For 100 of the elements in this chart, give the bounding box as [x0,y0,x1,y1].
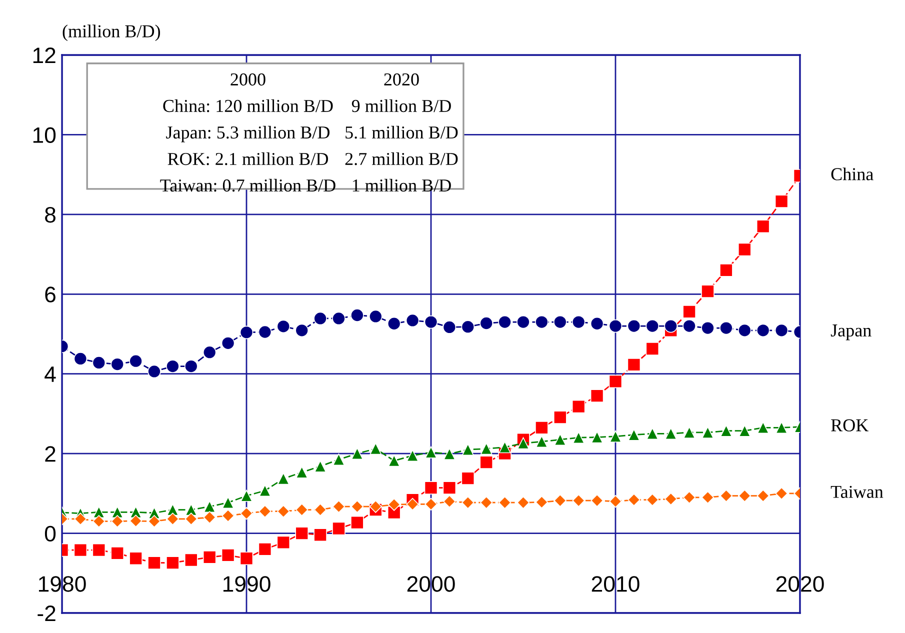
point [591,431,604,444]
point [424,498,438,511]
point [295,526,309,540]
annotation: 2020 [384,73,419,86]
point [756,490,770,502]
point [590,389,604,402]
point [148,515,161,528]
point [204,500,216,513]
point [664,492,678,506]
point [702,426,714,438]
point [184,553,198,567]
point [222,496,234,509]
point [184,512,198,526]
point [240,552,254,566]
annotation: China: 120 million B/D [163,99,333,112]
point [351,448,364,460]
point [370,442,382,455]
y-tick-label: 4 [44,366,56,382]
point [258,542,272,556]
point [720,490,733,502]
point [461,320,475,334]
y-tick-label: 2 [45,446,56,462]
point [738,424,751,437]
point [314,528,327,542]
point [388,454,400,467]
point [350,500,364,513]
point [442,320,456,334]
point [590,316,604,330]
point [609,495,622,508]
point [572,400,586,414]
point [92,356,106,370]
point [166,512,180,526]
point [498,315,512,329]
point [129,552,142,566]
point [240,326,254,340]
point [92,515,106,528]
point [221,336,235,350]
point [738,242,752,256]
point [202,346,216,360]
point [646,342,660,356]
point [240,490,252,502]
point [332,454,345,466]
point [240,507,253,520]
y-tick-label: 6 [45,286,56,302]
point [774,324,788,338]
point [350,516,364,530]
point [74,352,88,366]
point [166,360,180,373]
point [628,428,640,441]
point [424,315,438,329]
point [425,446,437,458]
point [203,511,216,524]
y-tick-label: 0 [44,526,56,542]
point [683,426,696,438]
point [424,481,438,495]
point [756,324,770,338]
point [295,324,309,338]
point [738,490,751,502]
point [110,358,124,371]
point [129,514,142,528]
point [314,460,326,472]
point [148,556,161,570]
point [572,494,585,507]
point [775,487,788,500]
y-axis-title: (million B/D) [62,24,160,42]
point [388,498,400,511]
annotation: ROK: 2.1 million B/D [168,152,328,166]
point [646,319,660,333]
point [774,194,788,208]
point [535,420,548,434]
point [627,358,641,372]
annotation: Japan: 5.3 million B/D [166,126,330,142]
point [664,319,678,333]
point [166,556,180,570]
point [516,315,530,329]
series-label: Japan [830,324,872,340]
point [646,428,658,440]
point [720,321,733,335]
point [442,481,456,495]
point [406,314,420,328]
point [536,436,548,448]
point [74,543,88,557]
point [387,316,401,330]
point [553,410,567,424]
point [443,495,456,508]
point [554,494,566,507]
point [664,428,677,440]
point [590,494,604,507]
point [682,319,696,333]
point [332,522,346,536]
point [572,315,586,329]
annotation: 2000 [230,73,266,86]
point [462,496,474,509]
point [480,316,494,330]
series-label: Taiwan [830,486,884,498]
point [627,319,641,333]
point [517,437,530,450]
annotation: 2.7 million B/D [345,152,458,166]
point [480,456,494,470]
point [314,503,327,516]
